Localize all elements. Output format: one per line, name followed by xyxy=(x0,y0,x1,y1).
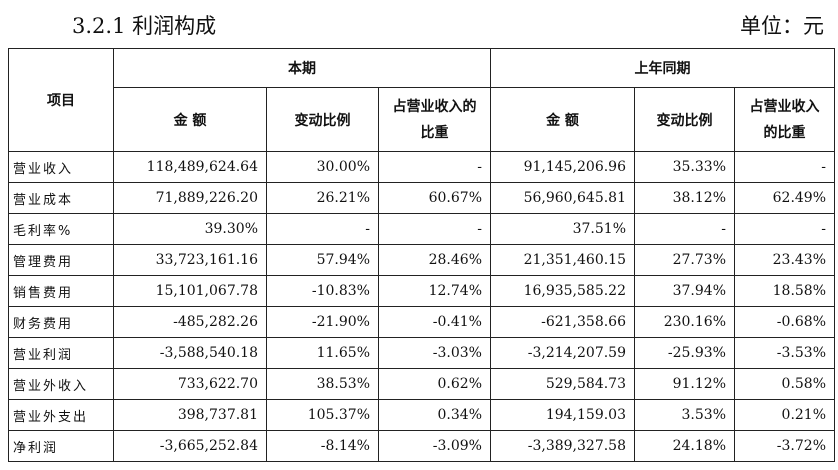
cell-prior-amount: 16,935,585.22 xyxy=(490,275,635,307)
cell-current-amount: -3,665,252.84 xyxy=(113,430,267,462)
cell-current-share: - xyxy=(378,213,491,245)
cell-current-amount: -3,588,540.18 xyxy=(113,337,267,369)
row-label: 销售费用 xyxy=(8,275,114,307)
cell-current-amount: 15,101,067.78 xyxy=(113,275,267,307)
header-row-sub: 金 额 变动比例 占营业收入的比重 金 额 变动比例 占营业收入的比重 xyxy=(9,87,836,152)
unit-label: 单位：元 xyxy=(740,14,824,38)
cell-prior-amount: 91,145,206.96 xyxy=(490,151,635,183)
cell-prior-amount: 529,584.73 xyxy=(490,368,635,400)
cell-prior-change: 27.73% xyxy=(634,244,735,276)
row-label: 净利润 xyxy=(8,430,114,462)
cell-current-change: -10.83% xyxy=(266,275,379,307)
cell-prior-share: -3.53% xyxy=(733,337,836,369)
table-row: 财务费用 -485,282.26 -21.90% -0.41% -621,358.66 2… xyxy=(8,306,836,338)
cell-prior-change: 230.16% xyxy=(634,306,735,338)
cell-prior-share: 18.58% xyxy=(733,275,836,307)
cell-prior-amount: 194,159.03 xyxy=(490,399,635,431)
cell-current-share: 12.74% xyxy=(378,275,491,307)
cell-current-amount: -485,282.26 xyxy=(113,306,267,338)
cell-prior-amount: -3,214,207.59 xyxy=(490,337,635,369)
table-row: 营业收入 118,489,624.64 30.00% -91,145,206.96 35… xyxy=(8,151,836,183)
cell-prior-change: 35.33% xyxy=(634,151,735,183)
table-row: 销售费用 15,101,067.78 -10.83% 12.74% 16,935,585… xyxy=(8,275,836,307)
table-row: 营业外支出 398,737.81 105.37% 0.34% 194,159.03 3.5… xyxy=(8,399,836,431)
cell-current-change: -21.90% xyxy=(266,306,379,338)
table-body: 营业收入 118,489,624.64 30.00% -91,145,206.96 35… xyxy=(8,151,836,462)
header-current-amount: 金 额 xyxy=(113,87,267,152)
section-title: 3.2.1 利润构成 xyxy=(72,14,217,38)
cell-prior-amount: -3,389,327.58 xyxy=(490,430,635,462)
cell-prior-share: -3.72% xyxy=(733,430,836,462)
cell-current-share: -0.41% xyxy=(378,306,491,338)
table-row: 净利润 -3,665,252.84 -8.14% -3.09% -3,389,327.5… xyxy=(8,430,836,462)
cell-prior-change: -25.93% xyxy=(634,337,735,369)
cell-current-share: 60.67% xyxy=(378,182,491,214)
cell-prior-amount: 37.51% xyxy=(490,213,635,245)
row-label: 财务费用 xyxy=(8,306,114,338)
cell-prior-share: 0.21% xyxy=(733,399,836,431)
cell-current-change: 57.94% xyxy=(266,244,379,276)
cell-current-share: -3.03% xyxy=(378,337,491,369)
cell-current-change: 38.53% xyxy=(266,368,379,400)
cell-current-amount: 118,489,624.64 xyxy=(113,151,267,183)
row-label: 营业利润 xyxy=(8,337,114,369)
header-prior-change: 变动比例 xyxy=(634,87,735,152)
cell-current-change: 30.00% xyxy=(266,151,379,183)
cell-current-share: 0.62% xyxy=(378,368,491,400)
cell-current-change: 105.37% xyxy=(266,399,379,431)
table-row: 营业利润 -3,588,540.18 11.65% -3.03% -3,214,207.… xyxy=(8,337,836,369)
cell-current-change: 26.21% xyxy=(266,182,379,214)
header-current-period: 本期 xyxy=(113,48,491,88)
row-label: 营业外收入 xyxy=(8,368,114,400)
cell-current-share: 28.46% xyxy=(378,244,491,276)
cell-prior-change: - xyxy=(634,213,735,245)
table-row: 管理费用 33,723,161.16 57.94% 28.46% 21,351,460.… xyxy=(8,244,836,276)
cell-prior-share: -0.68% xyxy=(733,306,836,338)
cell-current-change: -8.14% xyxy=(266,430,379,462)
cell-prior-amount: -621,358.66 xyxy=(490,306,635,338)
cell-current-amount: 733,622.70 xyxy=(113,368,267,400)
cell-prior-share: - xyxy=(733,151,836,183)
header-prior-amount: 金 额 xyxy=(490,87,635,152)
cell-prior-share: 62.49% xyxy=(733,182,836,214)
cell-current-share: - xyxy=(378,151,491,183)
cell-prior-change: 24.18% xyxy=(634,430,735,462)
cell-current-amount: 39.30% xyxy=(113,213,267,245)
row-label: 管理费用 xyxy=(8,244,114,276)
header-item: 项目 xyxy=(8,48,114,152)
row-label: 营业外支出 xyxy=(8,399,114,431)
header-prior-share: 占营业收入的比重 xyxy=(733,87,836,152)
cell-prior-share: 0.58% xyxy=(733,368,836,400)
row-label: 毛利率% xyxy=(8,213,114,245)
cell-current-change: - xyxy=(266,213,379,245)
header-row-top: 项目 本期 上年同期 xyxy=(8,48,836,152)
row-label: 营业收入 xyxy=(8,151,114,183)
cell-current-amount: 71,889,226.20 xyxy=(113,182,267,214)
table-row: 营业成本 71,889,226.20 26.21% 60.67% 56,960,645.… xyxy=(8,182,836,214)
cell-prior-change: 91.12% xyxy=(634,368,735,400)
table-row: 毛利率% 39.30% - -37.51% - - xyxy=(8,213,836,245)
cell-prior-share: - xyxy=(733,213,836,245)
cell-prior-share: 23.43% xyxy=(733,244,836,276)
row-label: 营业成本 xyxy=(8,182,114,214)
header-prior-period: 上年同期 xyxy=(489,48,836,88)
cell-prior-amount: 21,351,460.15 xyxy=(490,244,635,276)
cell-current-share: 0.34% xyxy=(378,399,491,431)
cell-prior-change: 37.94% xyxy=(634,275,735,307)
cell-current-change: 11.65% xyxy=(266,337,379,369)
cell-current-share: -3.09% xyxy=(378,430,491,462)
table-row: 营业外收入 733,622.70 38.53% 0.62% 529,584.73 91.1… xyxy=(8,368,836,400)
cell-current-amount: 398,737.81 xyxy=(113,399,267,431)
cell-prior-change: 3.53% xyxy=(634,399,735,431)
cell-prior-change: 38.12% xyxy=(634,182,735,214)
header-current-share: 占营业收入的比重 xyxy=(378,87,491,152)
cell-prior-amount: 56,960,645.81 xyxy=(490,182,635,214)
profit-composition-table: 项目 本期 上年同期 金 额 变动比例 占营业收入的比重 金 额 变动比例 占营… xyxy=(8,48,836,462)
header-current-change: 变动比例 xyxy=(266,87,379,152)
cell-current-amount: 33,723,161.16 xyxy=(113,244,267,276)
